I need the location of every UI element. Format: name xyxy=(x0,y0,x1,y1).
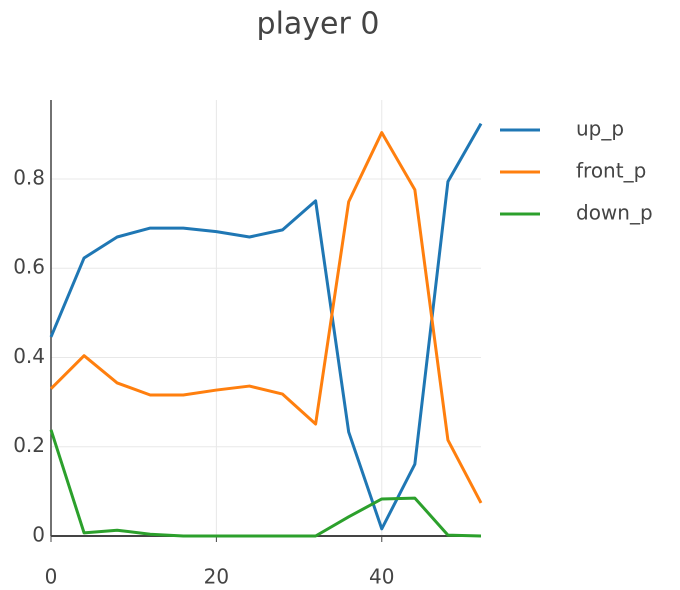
series-line xyxy=(49,131,483,504)
legend-label: up_p xyxy=(576,117,624,141)
legend-label: down_p xyxy=(576,201,653,225)
series-line xyxy=(49,429,482,538)
legend-label: front_p xyxy=(576,159,646,183)
x-tick-label: 40 xyxy=(369,565,394,589)
chart-title: player 0 xyxy=(257,7,380,42)
y-tick-label: 0.2 xyxy=(13,433,45,457)
x-tick-label: 0 xyxy=(45,565,58,589)
series-line xyxy=(49,122,483,531)
x-tick-label: 20 xyxy=(204,565,229,589)
y-tick-label: 0 xyxy=(32,523,45,547)
y-tick-label: 0.8 xyxy=(13,165,45,189)
y-tick-label: 0.4 xyxy=(13,344,45,368)
y-tick-label: 0.6 xyxy=(13,255,45,279)
